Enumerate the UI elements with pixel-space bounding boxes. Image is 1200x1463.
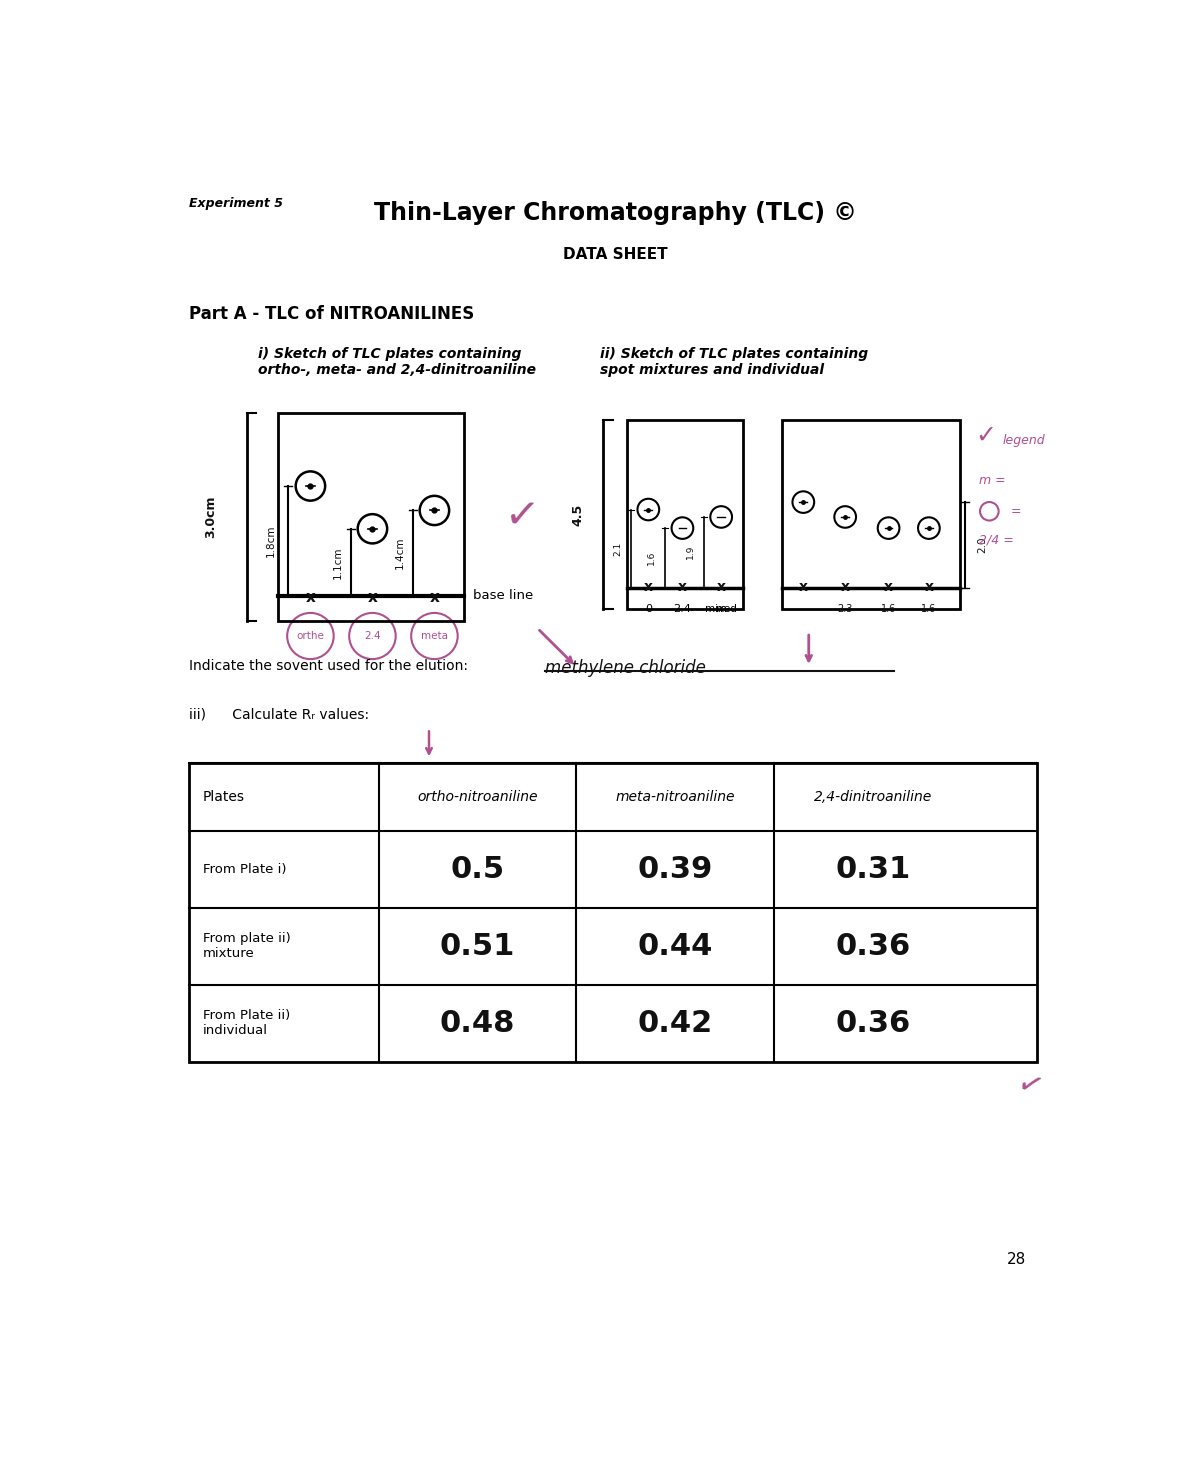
Text: Plates: Plates — [203, 790, 245, 805]
Text: iii)      Calculate Rᵣ values:: iii) Calculate Rᵣ values: — [188, 708, 368, 721]
Text: ✓: ✓ — [976, 423, 996, 448]
Text: Indicate the sovent used for the elution:: Indicate the sovent used for the elution… — [188, 660, 468, 673]
Text: orthe: orthe — [296, 631, 324, 641]
Text: 0.51: 0.51 — [439, 932, 515, 961]
Text: Experiment 5: Experiment 5 — [188, 198, 283, 211]
Bar — [278, 413, 464, 620]
Text: x: x — [430, 590, 439, 606]
Text: x: x — [884, 579, 893, 594]
Text: legend: legend — [1002, 435, 1045, 448]
Text: 2.3: 2.3 — [838, 604, 853, 614]
Text: 1.6: 1.6 — [647, 550, 656, 565]
Bar — [781, 420, 960, 609]
Text: 1.4cm: 1.4cm — [395, 537, 404, 569]
Text: ii) Sketch of TLC plates containing
spot mixtures and individual: ii) Sketch of TLC plates containing spot… — [600, 347, 868, 377]
Text: 1.1cm: 1.1cm — [332, 546, 342, 579]
Text: 1.6: 1.6 — [922, 604, 936, 614]
Text: 0.42: 0.42 — [637, 1009, 713, 1037]
Text: From plate ii)
mixture: From plate ii) mixture — [203, 932, 290, 960]
Text: =: = — [1010, 505, 1021, 518]
Text: x: x — [678, 579, 686, 594]
Bar — [626, 420, 743, 609]
Text: i) Sketch of TLC plates containing
ortho-, meta- and 2,4-dinitroaniline: i) Sketch of TLC plates containing ortho… — [258, 347, 536, 377]
Bar — [188, 764, 1037, 1062]
Text: 1.9: 1.9 — [686, 546, 695, 559]
Text: meta: meta — [421, 631, 448, 641]
Text: ✓: ✓ — [1013, 1069, 1046, 1106]
Text: 2/4 =: 2/4 = — [979, 534, 1014, 546]
Text: 0.44: 0.44 — [637, 932, 713, 961]
Text: ortho-nitroaniline: ortho-nitroaniline — [418, 790, 538, 805]
Text: x: x — [306, 590, 316, 606]
Text: 28: 28 — [1007, 1252, 1026, 1267]
Text: x: x — [367, 590, 377, 606]
Text: 1.6: 1.6 — [881, 604, 896, 614]
Text: x: x — [799, 579, 808, 594]
Text: meta-nitroaniline: meta-nitroaniline — [616, 790, 734, 805]
Text: From Plate ii)
individual: From Plate ii) individual — [203, 1009, 290, 1037]
Text: mixed: mixed — [706, 604, 737, 614]
Text: m: m — [715, 604, 727, 614]
Text: base line: base line — [473, 590, 534, 603]
Text: x: x — [716, 579, 726, 594]
Text: 2.4: 2.4 — [364, 631, 380, 641]
Text: 0.48: 0.48 — [439, 1009, 515, 1037]
Text: x: x — [924, 579, 934, 594]
Text: 2.4: 2.4 — [673, 604, 691, 614]
Text: x: x — [841, 579, 850, 594]
Text: 2.0: 2.0 — [977, 537, 986, 553]
Text: 2.1: 2.1 — [613, 541, 622, 556]
Text: 0: 0 — [644, 604, 652, 614]
Text: methylene chloride: methylene chloride — [545, 660, 706, 677]
Text: From Plate i): From Plate i) — [203, 863, 287, 876]
Text: 0.39: 0.39 — [637, 854, 713, 884]
Text: m =: m = — [979, 474, 1006, 487]
Text: DATA SHEET: DATA SHEET — [563, 247, 667, 262]
Text: 3.0cm: 3.0cm — [204, 496, 217, 538]
Text: Thin-Layer Chromatography (TLC) ©: Thin-Layer Chromatography (TLC) © — [373, 200, 857, 225]
Text: 1.8cm: 1.8cm — [266, 525, 276, 557]
Text: 0.5: 0.5 — [450, 854, 504, 884]
Text: 4.5: 4.5 — [571, 503, 584, 525]
Text: ✓: ✓ — [503, 494, 541, 538]
Text: x: x — [644, 579, 653, 594]
Text: 0.31: 0.31 — [835, 854, 911, 884]
Text: 0.36: 0.36 — [835, 1009, 911, 1037]
Text: 2,4-dinitroaniline: 2,4-dinitroaniline — [814, 790, 932, 805]
Text: Part A - TLC of NITROANILINES: Part A - TLC of NITROANILINES — [188, 304, 474, 323]
Text: 0.36: 0.36 — [835, 932, 911, 961]
